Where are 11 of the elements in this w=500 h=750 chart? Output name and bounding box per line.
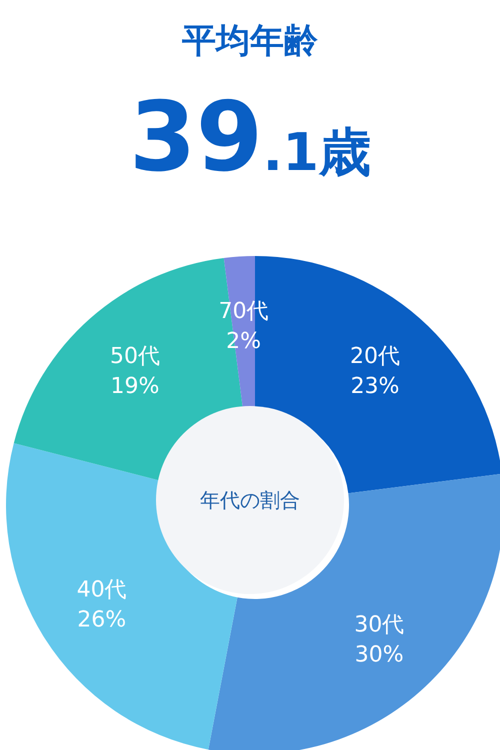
data-label: 26% bbox=[77, 607, 126, 632]
data-label: 30% bbox=[354, 642, 404, 668]
slice-label: 40代 bbox=[76, 577, 127, 602]
data-label: 23% bbox=[350, 374, 400, 399]
data-label: 19% bbox=[110, 374, 160, 399]
slice-label: 50代 bbox=[110, 344, 160, 369]
slice-label: 20代 bbox=[350, 344, 400, 369]
text: 年代の割合 bbox=[156, 406, 344, 594]
chart-subtitle: 39.1歳 bbox=[129, 81, 371, 193]
slice-label: 30代 bbox=[354, 612, 404, 638]
chart-title: 平均年齢 bbox=[181, 20, 319, 63]
